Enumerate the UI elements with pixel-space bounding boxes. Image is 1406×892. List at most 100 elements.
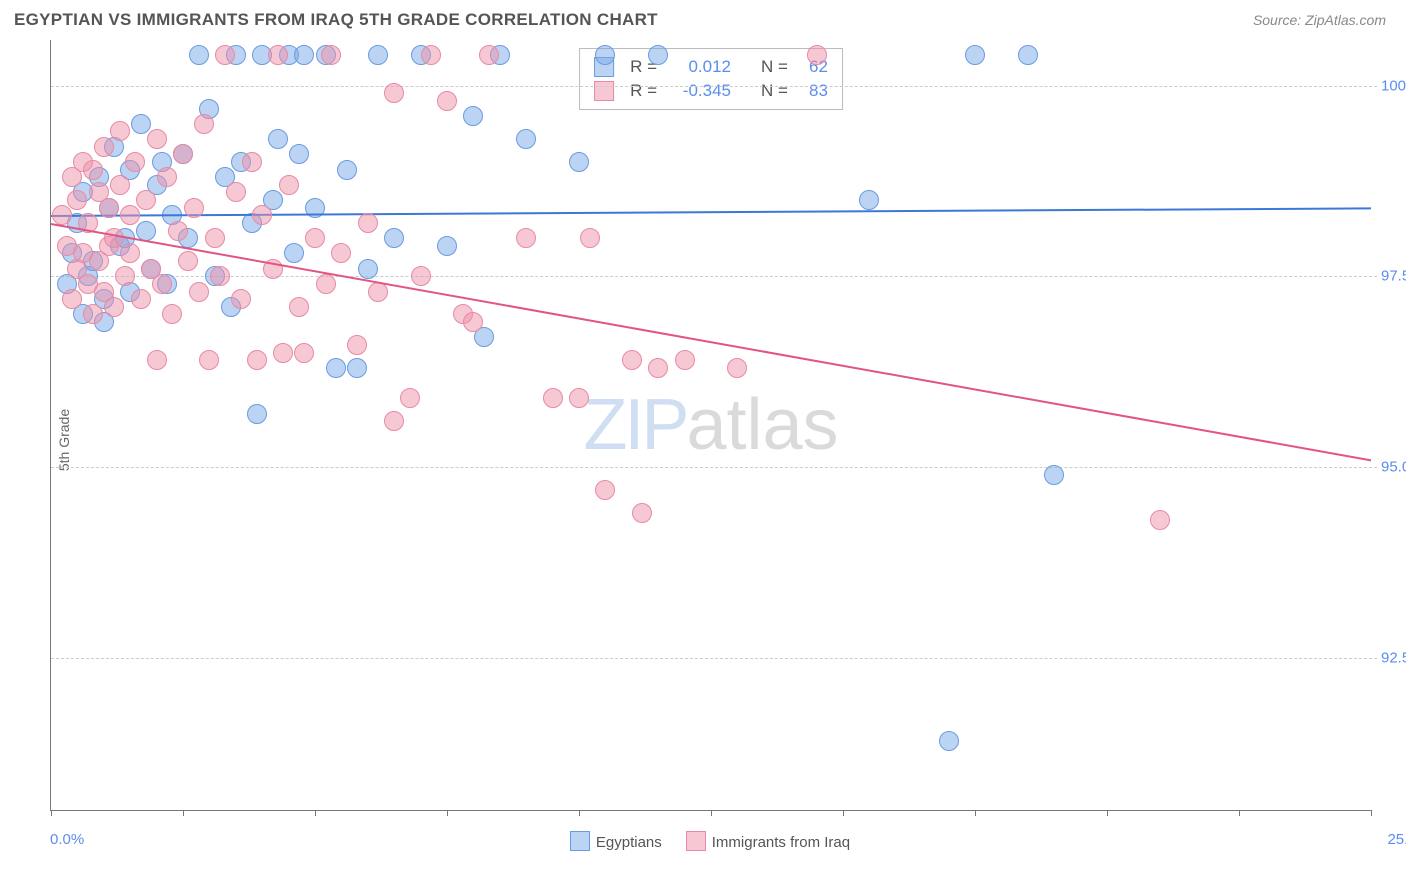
series-swatch — [594, 81, 614, 101]
scatter-point — [104, 297, 124, 317]
watermark-zip: ZIP — [583, 385, 686, 465]
scatter-point — [178, 251, 198, 271]
scatter-point — [131, 289, 151, 309]
scatter-point — [384, 228, 404, 248]
scatter-point — [247, 404, 267, 424]
scatter-point — [384, 411, 404, 431]
scatter-point — [347, 358, 367, 378]
scatter-point — [1044, 465, 1064, 485]
scatter-point — [94, 137, 114, 157]
scatter-point — [268, 129, 288, 149]
scatter-point — [411, 266, 431, 286]
legend-label: Egyptians — [596, 834, 662, 851]
scatter-point — [305, 228, 325, 248]
legend-label: Immigrants from Iraq — [712, 834, 850, 851]
scatter-point — [120, 205, 140, 225]
scatter-point — [210, 266, 230, 286]
scatter-point — [268, 45, 288, 65]
scatter-point — [247, 350, 267, 370]
scatter-point — [648, 358, 668, 378]
scatter-point — [421, 45, 441, 65]
scatter-point — [252, 205, 272, 225]
scatter-point — [727, 358, 747, 378]
watermark-atlas: atlas — [686, 385, 838, 465]
scatter-point — [294, 343, 314, 363]
scatter-point — [67, 190, 87, 210]
scatter-point — [939, 731, 959, 751]
scatter-point — [115, 266, 135, 286]
gridline-h — [51, 276, 1377, 277]
y-tick-label: 92.5% — [1381, 649, 1406, 666]
n-label: N = — [761, 57, 788, 77]
scatter-point — [337, 160, 357, 180]
y-tick-label: 97.5% — [1381, 268, 1406, 285]
scatter-point — [279, 175, 299, 195]
y-tick-label: 95.0% — [1381, 458, 1406, 475]
legend-swatch — [686, 831, 706, 851]
scatter-point — [675, 350, 695, 370]
scatter-point — [622, 350, 642, 370]
r-label: R = — [630, 81, 657, 101]
legend-item: Immigrants from Iraq — [686, 834, 850, 851]
x-max-label: 25.0% — [1387, 831, 1406, 848]
scatter-point — [152, 274, 172, 294]
scatter-point — [463, 312, 483, 332]
scatter-point — [358, 213, 378, 233]
scatter-point — [516, 228, 536, 248]
scatter-point — [83, 304, 103, 324]
x-tick — [1371, 810, 1372, 816]
watermark: ZIPatlas — [583, 384, 838, 466]
scatter-point — [595, 480, 615, 500]
scatter-point — [368, 45, 388, 65]
scatter-point — [294, 45, 314, 65]
scatter-point — [52, 205, 72, 225]
scatter-point — [516, 129, 536, 149]
scatter-point — [104, 228, 124, 248]
x-axis-labels: 0.0% EgyptiansImmigrants from Iraq 25.0% — [50, 811, 1370, 839]
legend-item: Egyptians — [570, 834, 662, 851]
scatter-point — [83, 160, 103, 180]
scatter-point — [543, 388, 563, 408]
y-tick-label: 100.0% — [1381, 77, 1406, 94]
trend-line — [51, 223, 1371, 461]
scatter-point — [859, 190, 879, 210]
scatter-point — [110, 121, 130, 141]
legend-swatch — [570, 831, 590, 851]
scatter-point — [242, 152, 262, 172]
legend-bottom: Egyptians Immigrants from Iraq — [50, 831, 1370, 851]
n-label: N = — [761, 81, 788, 101]
plot-region: ZIPatlas R =0.012N =62R =-0.345N =83 92.… — [50, 40, 1371, 811]
scatter-point — [807, 45, 827, 65]
scatter-point — [157, 167, 177, 187]
stats-row: R =0.012N =62 — [594, 55, 828, 79]
scatter-point — [384, 83, 404, 103]
scatter-point — [131, 114, 151, 134]
scatter-point — [437, 91, 457, 111]
scatter-point — [215, 45, 235, 65]
scatter-point — [125, 152, 145, 172]
scatter-point — [580, 228, 600, 248]
scatter-point — [632, 503, 652, 523]
scatter-point — [199, 350, 219, 370]
scatter-point — [205, 228, 225, 248]
scatter-point — [1150, 510, 1170, 530]
scatter-point — [189, 282, 209, 302]
scatter-point — [289, 144, 309, 164]
scatter-point — [173, 144, 193, 164]
scatter-point — [358, 259, 378, 279]
scatter-point — [162, 304, 182, 324]
scatter-point — [569, 152, 589, 172]
scatter-point — [120, 243, 140, 263]
scatter-point — [273, 343, 293, 363]
scatter-point — [569, 388, 589, 408]
scatter-point — [284, 243, 304, 263]
scatter-point — [437, 236, 457, 256]
r-value: 0.012 — [667, 57, 731, 77]
scatter-point — [1018, 45, 1038, 65]
scatter-point — [321, 45, 341, 65]
gridline-h — [51, 86, 1377, 87]
stats-row: R =-0.345N =83 — [594, 79, 828, 103]
scatter-point — [62, 289, 82, 309]
scatter-point — [194, 114, 214, 134]
scatter-point — [136, 190, 156, 210]
